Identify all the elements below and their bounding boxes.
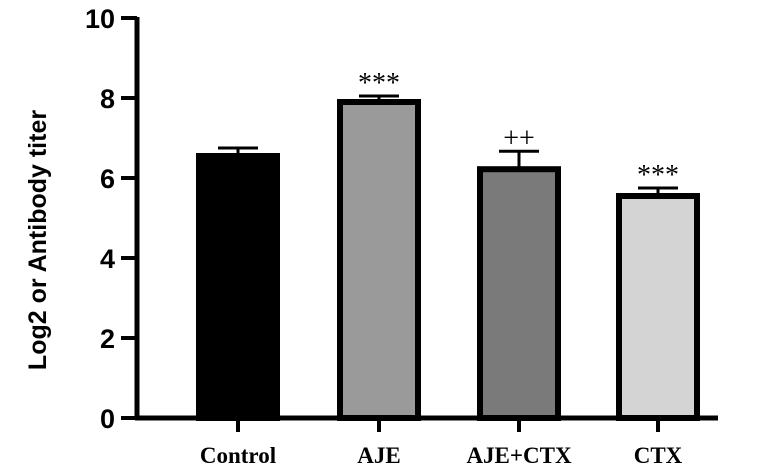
y-tick-label: 10 [85, 4, 115, 34]
y-axis: 0 2 4 6 8 10 [85, 4, 140, 434]
bar [337, 99, 421, 421]
significance-label: *** [637, 160, 679, 191]
x-tick-label: Control [200, 443, 276, 468]
bar [616, 193, 700, 421]
significance-label: ++ [503, 123, 535, 154]
significance-label: *** [358, 68, 400, 99]
y-tick-label: 4 [100, 244, 115, 274]
x-axis: Control AJE AJE+CTX CTX [135, 415, 718, 468]
y-axis-label: Log2 or Antibody titer [24, 110, 52, 370]
y-tick-label: 2 [100, 324, 115, 354]
bars: *** ++ *** [196, 68, 700, 421]
x-tick-label: AJE [357, 443, 400, 468]
x-tick-label: CTX [634, 443, 683, 468]
bar [196, 153, 280, 421]
bar [477, 166, 561, 421]
y-tick-label: 8 [100, 84, 115, 114]
y-tick-label: 6 [100, 164, 115, 194]
y-tick-label: 0 [100, 404, 115, 434]
x-tick-label: AJE+CTX [466, 443, 572, 468]
